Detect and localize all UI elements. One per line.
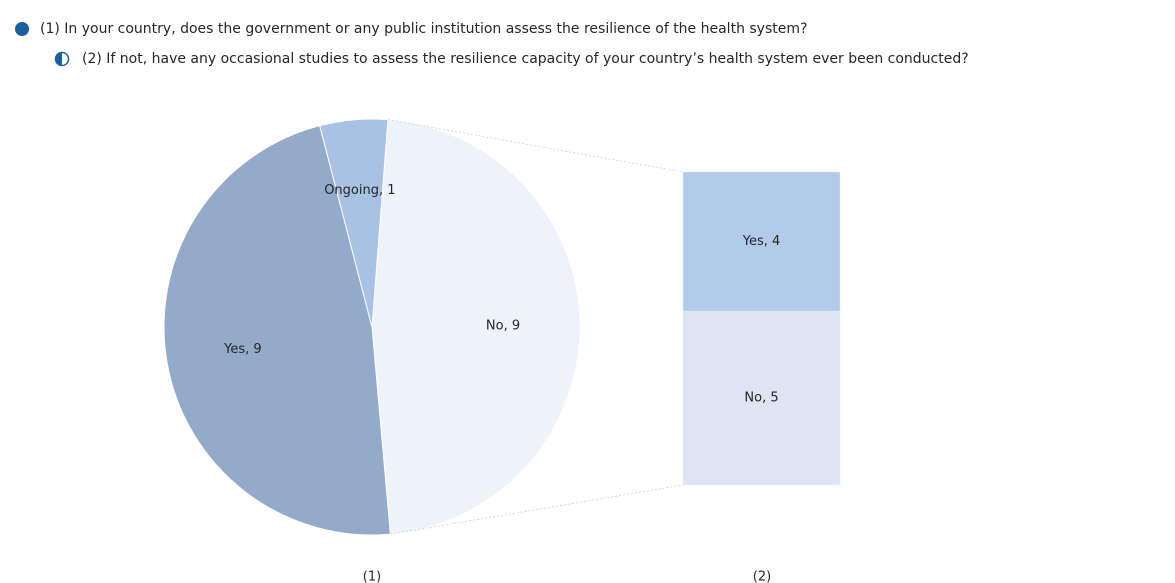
data-label: No, 9 — [486, 319, 520, 334]
legend-entry: (2) If not, have any occasional studies … — [82, 51, 969, 67]
connector-line — [387, 119, 684, 173]
pie-slice — [163, 125, 391, 536]
data-label: Yes, 4 — [742, 234, 781, 249]
data-label: No, 5 — [744, 391, 778, 406]
legend-entry: (1) In your country, does the government… — [40, 21, 807, 37]
connector-line — [390, 484, 684, 535]
chart-caption: (1) — [363, 570, 381, 583]
bar-segment — [682, 310, 841, 486]
legend-marker — [15, 22, 29, 36]
data-label: Yes, 9 — [223, 342, 262, 357]
pie-slice — [371, 119, 581, 535]
legend-marker — [55, 52, 62, 66]
pie-slice — [319, 118, 389, 328]
data-label: Ongoing, 1 — [324, 183, 395, 198]
chart-caption: (2) — [753, 570, 771, 583]
